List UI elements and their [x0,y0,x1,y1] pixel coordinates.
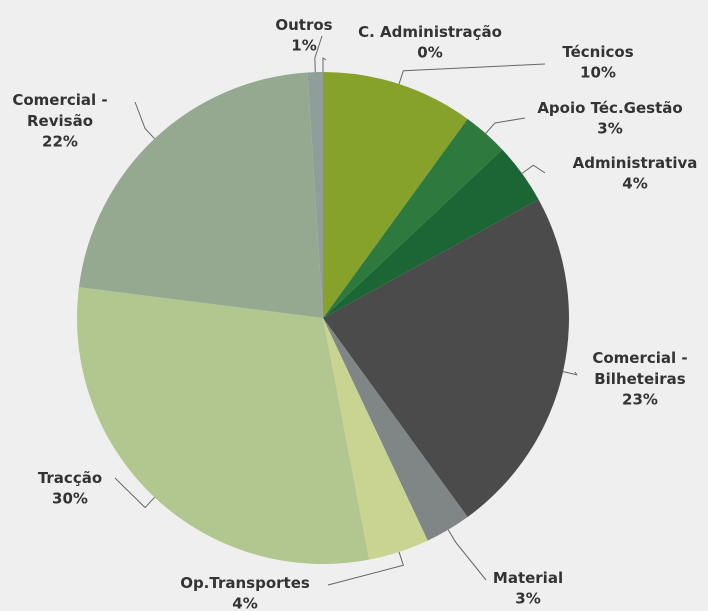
label-line: Outros [275,16,332,34]
leader-line [485,117,526,134]
slice-value-label: 22% [42,133,78,151]
leader-line [314,35,323,73]
label-line: Material [493,569,563,587]
slice-label: C. Administração [358,23,502,41]
leader-line [114,477,155,509]
label-line: Apoio Téc.Gestão [537,99,682,117]
leader-line [521,164,546,174]
leader-line [562,371,578,376]
label-line: Bilheteiras [594,370,686,388]
pie-slice [307,72,323,318]
label-line: Comercial - [592,349,687,367]
label-line: Técnicos [562,43,633,61]
label-line: Administrativa [573,154,698,172]
label-line: Revisão [27,112,93,130]
leader-line [134,101,155,140]
slice-value-label: 3% [597,120,622,138]
slice-label: Comercial - Bilheteiras [592,349,687,388]
slice-value-label: 3% [515,590,540,608]
pie-slice [323,318,468,541]
slice-value-label: 10% [580,64,616,82]
slice-label: Comercial - Revisão [12,91,107,130]
label-line: Tracção [38,469,102,487]
slice-label: Outros [275,16,332,34]
label-line: Op.Transportes [180,574,310,592]
slice-value-label: 0% [417,44,442,62]
pie-slice [78,72,323,318]
slice-value-label: 4% [622,175,647,193]
pie-slice [323,72,468,318]
leader-line [447,529,487,581]
slice-label: Técnicos [562,43,633,61]
slice-label: Apoio Téc.Gestão [537,99,682,117]
pie-slice [323,118,503,319]
pie-slice [323,318,428,560]
leader-line [322,57,327,72]
leader-line [327,551,404,586]
label-line: Comercial - [12,91,107,109]
pie-slice [323,149,539,318]
slice-value-label: 30% [52,490,88,508]
pie-slice [323,199,569,518]
slice-value-label: 1% [291,37,316,55]
pie-slice [76,287,370,564]
leader-line [398,63,546,85]
slice-label: Material [493,569,563,587]
slice-label: Tracção [38,469,102,487]
slice-value-label: 23% [622,391,658,409]
slice-label: Op.Transportes [180,574,310,592]
slice-label: Administrativa [573,154,698,172]
slice-value-label: 4% [232,595,257,611]
label-line: C. Administração [358,23,502,41]
